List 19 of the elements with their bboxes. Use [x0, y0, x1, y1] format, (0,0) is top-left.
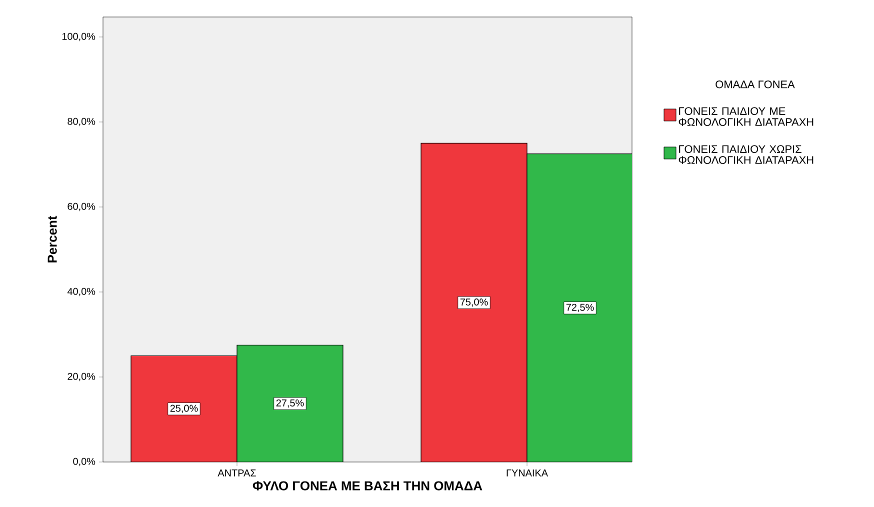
- bar: [420, 142, 528, 462]
- x-tick-label: ΓΥΝΑΙΚΑ: [506, 470, 548, 476]
- y-tick-label: 0,0%: [73, 458, 96, 466]
- x-axis-title: ΦΥΛΟ ΓΟΝΕΑ ΜΕ ΒΑΣΗ ΤΗΝ ΟΜΑΔΑ: [252, 481, 482, 490]
- data-label: 75,0%: [460, 298, 488, 307]
- y-tick-label: 40,0%: [67, 288, 96, 296]
- legend-title: ΟΜΑΔΑ ΓΟΝΕΑ: [716, 80, 795, 88]
- y-tick-label: 80,0%: [68, 118, 96, 126]
- y-tick-label: 60,0%: [68, 202, 96, 212]
- y-tick-label: 20,0%: [68, 372, 96, 382]
- x-tick-label: ΑΝΤΡΑΣ: [218, 470, 256, 476]
- y-tick-label: 100,0%: [62, 32, 96, 42]
- data-label: 25,0%: [170, 404, 198, 413]
- bar: [130, 355, 238, 462]
- data-label: 72,5%: [566, 304, 594, 312]
- data-label: 27,5%: [276, 399, 304, 408]
- legend-label: ΓΟΝΕΙΣ ΠΑΙΔΙΟΥ ΧΩΡΙΣ ΦΩΝΟΛΟΓΙΚΗ ΔΙΑΤΑΡΑΧΗ: [678, 145, 814, 164]
- legend-label: ΓΟΝΕΙΣ ΠΑΙΔΙΟΥ ΜΕ ΦΩΝΟΛΟΓΙΚΗ ΔΙΑΤΑΡΑΧΗ: [678, 107, 814, 126]
- y-axis-title: Percent: [48, 216, 57, 262]
